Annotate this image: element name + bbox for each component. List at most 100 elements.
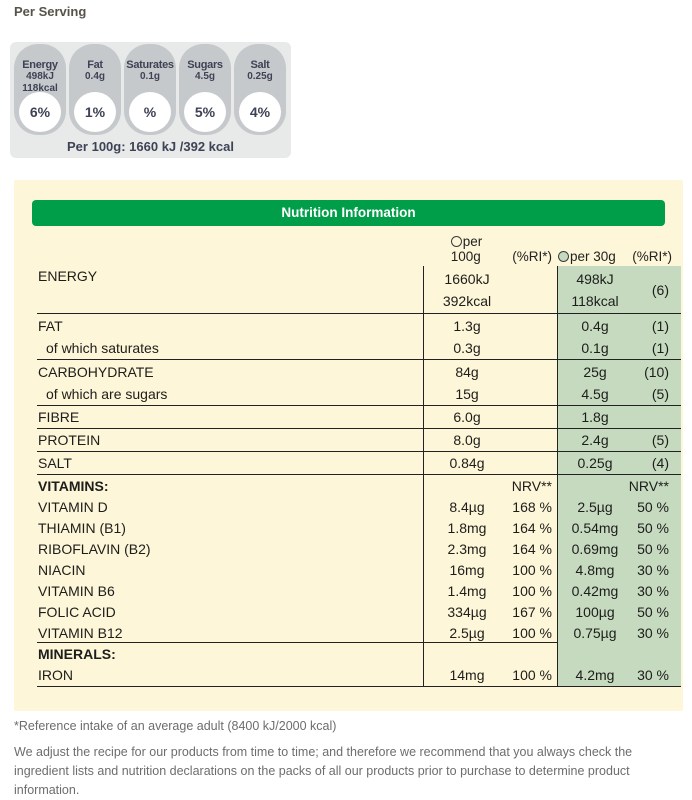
cell-per100g-value: 2.5µg bbox=[423, 622, 510, 644]
cell-per100g-value: 1.4mg bbox=[423, 580, 510, 602]
cell-per100g-value bbox=[423, 475, 510, 496]
reference-intake-footnote: *Reference intake of an average adult (8… bbox=[14, 719, 337, 733]
per-100g-legend-icon bbox=[450, 236, 462, 247]
badge-percent-value: 1% bbox=[84, 104, 106, 120]
table-row: VITAMINS: NRV** NRV** bbox=[37, 475, 681, 496]
table-row: FIBRE 6.0g 1.8g bbox=[37, 406, 681, 429]
nutrient-badge: Fat 0.4g 1% bbox=[69, 44, 121, 135]
cell-label: IRON bbox=[38, 667, 73, 683]
badge-values: 4.5g bbox=[194, 71, 215, 82]
cell-per30g-value: 100µg bbox=[557, 601, 632, 623]
nutrition-table-body: ENERGY 1660kJ 392kcal 498kJ 118kcal (6) FA… bbox=[37, 266, 681, 687]
cell-per30g-ri: (5) bbox=[632, 383, 681, 405]
cell-per30g-value: 2.4g bbox=[557, 429, 632, 451]
badge-nutrient-name: Energy bbox=[22, 59, 58, 71]
cell-per100g-value: 84g bbox=[423, 360, 510, 383]
cell-per100g-ri: 100 % bbox=[512, 667, 552, 683]
cell-per30g-ri: 30 % bbox=[632, 622, 681, 644]
cell-per30g-value: 0.1g bbox=[557, 337, 632, 359]
cell-per30g-ri: (1) bbox=[632, 314, 681, 337]
badge-percent-circle: 1% bbox=[74, 92, 116, 132]
cell-per30g-ri: 50 % bbox=[632, 496, 681, 518]
cell-per100g-value: 2.3mg bbox=[423, 538, 510, 560]
cell-per100g-value: 1.3g bbox=[423, 314, 510, 337]
cell-per100g-value: 6.0g bbox=[423, 406, 510, 428]
cell-per100g-ri: 168 % bbox=[512, 499, 552, 515]
cell-per30g-ri: (4) bbox=[632, 452, 681, 474]
cell-per100g-value: 16mg bbox=[423, 559, 510, 581]
badge-percent-value: 4% bbox=[249, 104, 271, 120]
cell-label: FAT bbox=[38, 317, 63, 334]
badge-nutrient-name: Fat bbox=[87, 59, 103, 71]
cell-per100g-ri bbox=[510, 452, 557, 474]
cell-per30g-value: 0.4g bbox=[557, 314, 632, 337]
table-row: MINERALS: bbox=[37, 643, 681, 664]
badge-nutrient-name: Saturates bbox=[126, 59, 174, 71]
cell-per100g-ri bbox=[510, 337, 557, 359]
cell-per100g-value: 1660kJ 392kcal bbox=[423, 266, 510, 313]
table-row: VITAMIN D 8.4µg 168 % 2.5µg 50 % bbox=[37, 496, 681, 518]
cell-per30g-value: 0.75µg bbox=[557, 622, 632, 644]
cell-per100g-ri bbox=[510, 406, 557, 428]
per-30g-legend-icon bbox=[558, 251, 569, 262]
nutrient-badge: Energy 498kJ 118kcal 6% bbox=[14, 44, 66, 135]
badge-values: 0.25g bbox=[247, 71, 273, 82]
nutrient-badge-row: Energy 498kJ 118kcal 6% Fat 0.4g 1% Satur… bbox=[10, 42, 291, 135]
header-per-30g-label: per 30g bbox=[570, 249, 616, 264]
cell-per100g-value: 0.3g bbox=[423, 337, 510, 359]
cell-per30g-value: 1.8g bbox=[557, 406, 632, 428]
cell-per100g-ri bbox=[510, 383, 557, 405]
header-per-30g: per 30g bbox=[557, 249, 632, 264]
cell-label: NIACIN bbox=[38, 562, 86, 578]
nutrition-table-header: per 100g (%RI*) per 30g (%RI*) bbox=[37, 234, 681, 266]
per-100g-note: Per 100g: 1660 kJ /392 kcal bbox=[67, 139, 234, 154]
badge-percent-circle: % bbox=[129, 92, 171, 132]
cell-label: VITAMIN B6 bbox=[38, 583, 115, 599]
cell-label: FIBRE bbox=[38, 409, 80, 425]
cell-per30g-ri: 50 % bbox=[632, 517, 681, 539]
badge-values: 498kJ 118kcal bbox=[22, 71, 58, 94]
cell-per30g-ri: (5) bbox=[632, 429, 681, 451]
badge-values: 0.4g bbox=[84, 71, 105, 82]
table-row: FAT 1.3g 0.4g (1) bbox=[37, 314, 681, 337]
table-row: PROTEIN 8.0g 2.4g (5) bbox=[37, 429, 681, 452]
table-row: CARBOHYDRATE 84g 25g (10) bbox=[37, 360, 681, 383]
cell-per100g-ri: 167 % bbox=[512, 604, 552, 620]
cell-per30g-value: 498kJ 118kcal bbox=[557, 266, 632, 313]
cell-per30g-value: 4.5g bbox=[557, 383, 632, 405]
cell-label: RIBOFLAVIN (B2) bbox=[38, 541, 151, 557]
cell-per100g-ri bbox=[510, 643, 557, 664]
badge-percent-circle: 6% bbox=[19, 92, 61, 132]
cell-per100g-ri: 100 % bbox=[512, 583, 552, 599]
nutrition-information-panel: Nutrition Information per 100g (%RI*) pe… bbox=[14, 180, 683, 711]
cell-per30g-value: 0.54mg bbox=[557, 517, 632, 539]
cell-per30g-ri bbox=[632, 643, 681, 664]
cell-per30g-ri: (1) bbox=[632, 337, 681, 359]
header-per-100g-line2: 100g bbox=[450, 249, 481, 264]
cell-per100g-ri: 100 % bbox=[512, 562, 552, 578]
badge-percent-value: % bbox=[143, 104, 157, 120]
cell-per100g-value: 15g bbox=[423, 383, 510, 405]
cell-label: FOLIC ACID bbox=[38, 604, 116, 620]
header-ri-100g: (%RI*) bbox=[512, 249, 552, 264]
cell-per100g-value: 334µg bbox=[423, 601, 510, 623]
table-row: FOLIC ACID 334µg 167 % 100µg 50 % bbox=[37, 601, 681, 623]
table-row: RIBOFLAVIN (B2) 2.3mg 164 % 0.69mg 50 % bbox=[37, 538, 681, 560]
cell-per30g-value: 4.2mg bbox=[557, 664, 632, 686]
cell-per100g-value: 14mg bbox=[423, 664, 510, 686]
cell-per100g-ri bbox=[510, 429, 557, 451]
cell-per30g-ri: 30 % bbox=[632, 664, 681, 686]
cell-label: CARBOHYDRATE bbox=[38, 363, 154, 380]
cell-label: VITAMIN D bbox=[38, 499, 108, 515]
table-row: VITAMIN B6 1.4mg 100 % 0.42mg 30 % bbox=[37, 580, 681, 602]
cell-label: of which saturates bbox=[46, 340, 159, 356]
header-per-100g-line1: per bbox=[462, 234, 483, 249]
table-row: VITAMIN B12 2.5µg 100 % 0.75µg 30 % bbox=[37, 622, 681, 644]
table-row: SALT 0.84g 0.25g (4) bbox=[37, 452, 681, 475]
cell-per30g-ri: 50 % bbox=[632, 601, 681, 623]
nutrition-table-title: Nutrition Information bbox=[32, 200, 665, 226]
cell-per30g-value bbox=[557, 475, 632, 496]
cell-per30g-ri bbox=[632, 406, 681, 428]
table-row: of which are sugars 15g 4.5g (5) bbox=[37, 383, 681, 406]
badge-percent-circle: 4% bbox=[239, 92, 281, 132]
